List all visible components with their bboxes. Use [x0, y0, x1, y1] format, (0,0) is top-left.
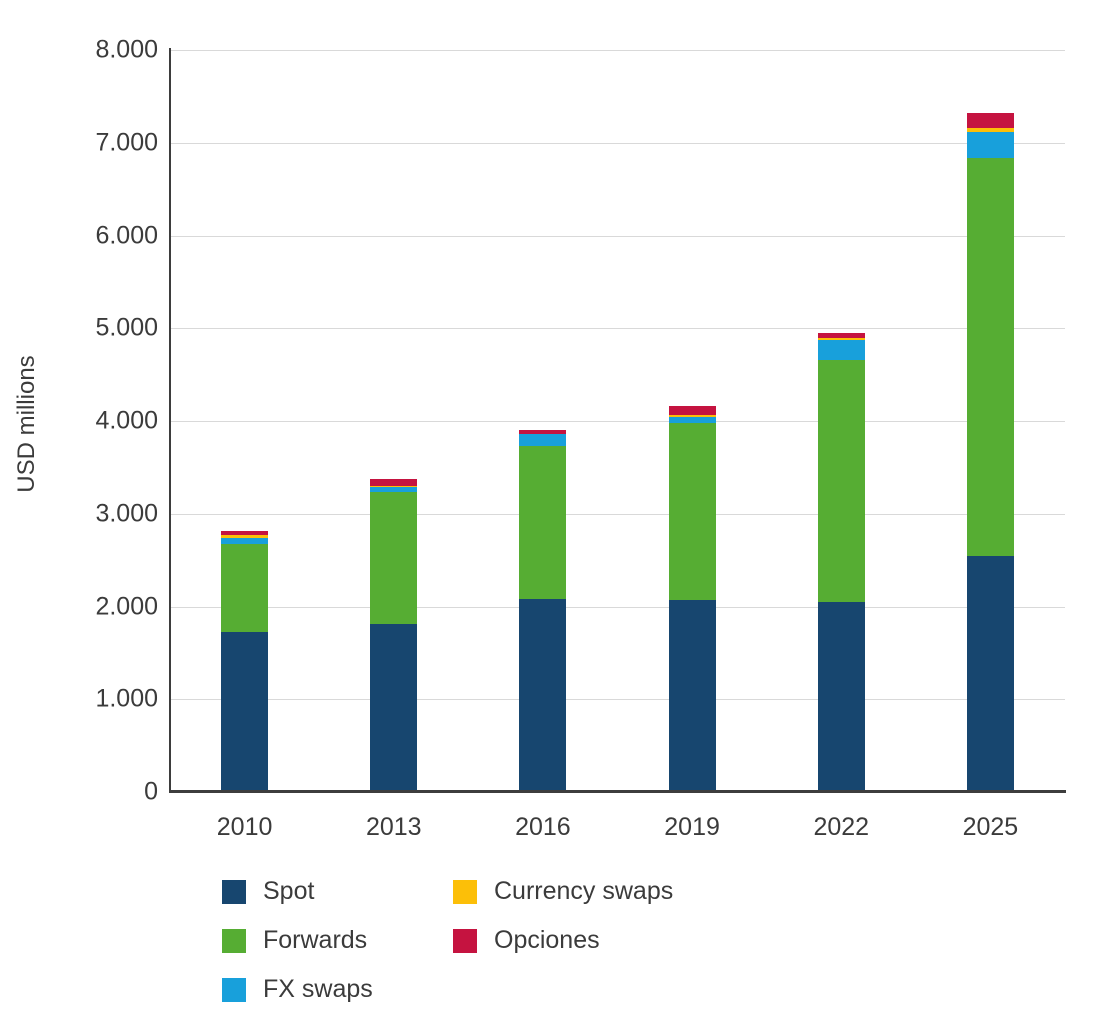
bar-segment-2010-forwards	[221, 543, 269, 632]
bar-segment-2013-opciones	[370, 479, 418, 487]
x-tick-label-2022: 2022	[813, 813, 870, 841]
bar-segment-2025-opciones	[966, 113, 1014, 128]
bar-segment-2016-fx-swaps	[519, 434, 567, 447]
bar-segment-2019-forwards	[668, 423, 716, 601]
x-tick-label-2016: 2016	[515, 813, 571, 841]
bar-segment-2010-opciones	[221, 530, 269, 536]
y-tick-label: 3.000	[95, 499, 158, 528]
bar-segment-2010-currency-swaps	[221, 535, 269, 539]
x-tick-label-2019: 2019	[664, 813, 720, 841]
bar-segment-2019-fx-swaps	[668, 417, 716, 424]
legend-item-currency-swaps: Currency swaps	[453, 877, 673, 906]
legend-label-spot: Spot	[263, 877, 315, 905]
bar-2016	[519, 430, 567, 792]
bar-segment-2022-currency-swaps	[817, 337, 865, 341]
y-tick-label: 8.000	[95, 35, 158, 64]
x-tick-label-2010: 2010	[216, 813, 273, 841]
legend-item-opciones: Opciones	[453, 926, 600, 955]
bar-segment-2019-opciones	[668, 405, 716, 415]
bar-segment-2016-opciones	[519, 430, 567, 434]
bar-segment-2016-spot	[519, 599, 567, 792]
x-tick-label-2025: 2025	[962, 813, 1019, 841]
legend-item-forwards: Forwards	[222, 926, 367, 955]
y-tick-label: 1.000	[95, 684, 158, 713]
bar-segment-2025-fx-swaps	[966, 132, 1014, 159]
bar-segment-2022-forwards	[817, 359, 865, 602]
bar-2010	[221, 530, 269, 792]
bar-segment-2019-spot	[668, 600, 716, 792]
y-tick-label: 0	[144, 777, 158, 806]
bar-segment-2010-spot	[221, 631, 269, 792]
gridline	[170, 421, 1065, 422]
legend-item-spot: Spot	[222, 877, 314, 906]
bar-segment-2025-currency-swaps	[966, 127, 1014, 133]
y-tick-label: 4.000	[95, 406, 158, 435]
bar-segment-2025-forwards	[966, 158, 1014, 556]
bar-segment-2025-spot	[966, 555, 1014, 792]
y-axis-line	[169, 48, 171, 793]
legend-label-fx-swaps: FX swaps	[263, 975, 373, 1003]
gridline	[170, 606, 1065, 608]
y-tick-label: 2.000	[95, 592, 158, 620]
bar-segment-2013-spot	[370, 624, 418, 792]
y-tick-label: 5.000	[95, 313, 158, 342]
bar-2022	[817, 332, 865, 792]
bar-segment-2019-currency-swaps	[668, 414, 716, 418]
legend-swatch-opciones	[453, 928, 477, 953]
gridline	[170, 513, 1065, 515]
bar-segment-2013-fx-swaps	[370, 486, 418, 493]
legend-swatch-fx-swaps	[222, 977, 246, 1002]
gridline	[170, 142, 1065, 144]
bar-segment-2016-forwards	[519, 446, 567, 600]
bar-segment-2022-spot	[817, 601, 865, 792]
legend-label-opciones: Opciones	[494, 926, 600, 954]
x-axis-line	[169, 790, 1066, 793]
y-tick-labels: 0 1.000 2.000 3.000 4.000 5.000 6.000 7.000 8.00…	[0, 36, 158, 806]
gridline	[170, 50, 1065, 51]
legend-item-fx-swaps: FX swaps	[222, 975, 373, 1004]
legend-label-forwards: Forwards	[263, 926, 368, 954]
gridline	[170, 235, 1065, 237]
bar-segment-2022-fx-swaps	[817, 340, 865, 360]
y-tick-label: 6.000	[95, 221, 158, 249]
gridline	[170, 328, 1065, 330]
bar-2013	[370, 479, 418, 792]
x-tick-label-2013: 2013	[365, 813, 422, 841]
legend-swatch-spot	[222, 879, 246, 904]
legend-swatch-currency-swaps	[453, 879, 477, 904]
legend-swatch-forwards	[222, 928, 246, 953]
y-tick-label: 7.000	[95, 128, 158, 157]
plot-area	[170, 50, 1065, 792]
bar-segment-2010-fx-swaps	[221, 538, 269, 544]
bar-2025	[966, 113, 1014, 792]
bar-2019	[668, 405, 716, 792]
gridline	[170, 699, 1065, 701]
bar-segment-2013-forwards	[370, 492, 418, 625]
bar-segment-2022-opciones	[817, 332, 865, 338]
legend-label-currency-swaps: Currency swaps	[494, 877, 674, 905]
